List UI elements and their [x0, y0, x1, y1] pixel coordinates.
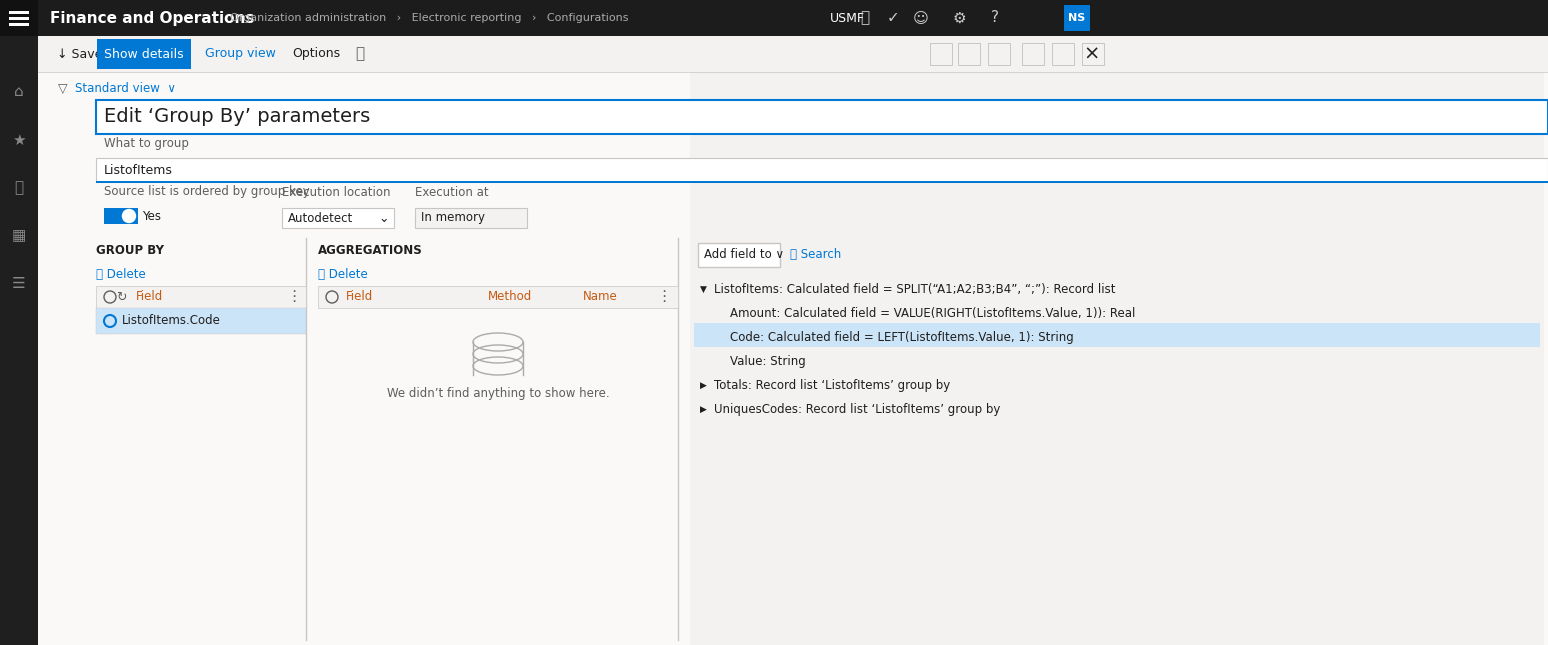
Text: ×: ×	[1084, 45, 1101, 63]
Bar	[0, 0, 39, 36]
Text: ▦: ▦	[12, 228, 26, 244]
Text: ⎕ Delete: ⎕ Delete	[96, 268, 146, 281]
Text: ☰: ☰	[12, 277, 26, 292]
Text: ⌄: ⌄	[378, 212, 389, 224]
Text: ⌕: ⌕	[354, 46, 364, 61]
Bar	[96, 100, 1548, 134]
Text: Add field to ∨: Add field to ∨	[704, 248, 785, 261]
Bar	[694, 323, 1540, 347]
Bar	[1022, 43, 1043, 65]
Bar	[39, 36, 1548, 72]
Bar	[317, 286, 678, 308]
Bar	[1063, 5, 1090, 31]
Text: Execution location: Execution location	[282, 186, 390, 199]
Bar	[98, 39, 190, 69]
Text: Execution at: Execution at	[415, 186, 489, 199]
Circle shape	[122, 210, 136, 223]
Text: Yes: Yes	[142, 210, 161, 223]
Text: ⚙: ⚙	[952, 10, 966, 26]
Text: Show details: Show details	[104, 48, 184, 61]
Bar	[96, 286, 307, 308]
Text: UniquesCodes: Record list ‘ListofItems’ group by: UniquesCodes: Record list ‘ListofItems’ …	[714, 402, 1000, 415]
Bar	[104, 208, 138, 224]
Text: AGGREGATIONS: AGGREGATIONS	[317, 244, 423, 257]
Text: ⌂: ⌂	[14, 84, 23, 99]
Text: ▶: ▶	[700, 381, 707, 390]
Bar	[930, 43, 952, 65]
Bar	[958, 43, 980, 65]
Bar	[9, 17, 29, 19]
Bar	[690, 72, 1543, 645]
Bar	[96, 181, 1548, 183]
Text: ⏲: ⏲	[14, 181, 23, 195]
Text: Amount: Calculated field = VALUE(RIGHT(ListofItems.Value, 1)): Real: Amount: Calculated field = VALUE(RIGHT(L…	[731, 306, 1135, 319]
Text: ↻: ↻	[116, 290, 127, 304]
Text: ListofItems: Calculated field = SPLIT(“A1;A2;B3;B4”, “;”): Record list: ListofItems: Calculated field = SPLIT(“A…	[714, 283, 1116, 295]
Text: Field: Field	[347, 290, 373, 304]
Text: Group view: Group view	[204, 48, 276, 61]
Text: ⋮: ⋮	[656, 290, 672, 304]
Text: ☺: ☺	[913, 10, 929, 26]
Text: Source list is ordered by group key: Source list is ordered by group key	[104, 186, 310, 199]
Bar	[1082, 43, 1104, 65]
Text: Method: Method	[488, 290, 533, 304]
Bar	[282, 208, 395, 228]
Text: Standard view  ∨: Standard view ∨	[74, 83, 176, 95]
Text: What to group: What to group	[104, 137, 189, 150]
Text: ✓: ✓	[887, 10, 899, 26]
Text: Organization administration   ›   Electronic reporting   ›   Configurations: Organization administration › Electronic…	[231, 13, 628, 23]
Text: Field: Field	[136, 290, 163, 304]
Bar	[39, 72, 1548, 645]
Text: Edit ‘Group By’ parameters: Edit ‘Group By’ parameters	[104, 108, 370, 126]
Text: Value: String: Value: String	[731, 355, 807, 368]
Text: Autodetect: Autodetect	[288, 212, 353, 224]
Bar	[96, 308, 307, 334]
Text: ★: ★	[12, 132, 26, 148]
Text: Finance and Operations: Finance and Operations	[50, 10, 254, 26]
Text: USMF: USMF	[830, 12, 865, 25]
Bar	[96, 158, 1548, 182]
Bar	[0, 36, 39, 645]
Text: ⌕ Search: ⌕ Search	[789, 248, 841, 261]
Text: We didn’t find anything to show here.: We didn’t find anything to show here.	[387, 388, 610, 401]
Text: NS: NS	[1068, 13, 1085, 23]
Text: In memory: In memory	[421, 212, 485, 224]
Text: ⎕ Delete: ⎕ Delete	[317, 268, 368, 281]
Text: ListofItems: ListofItems	[104, 163, 173, 177]
Text: Name: Name	[584, 290, 618, 304]
Text: ▶: ▶	[700, 404, 707, 413]
Text: ▼: ▼	[700, 284, 707, 293]
Bar	[1053, 43, 1074, 65]
Text: Options: Options	[293, 48, 341, 61]
Text: ⌕: ⌕	[861, 10, 870, 26]
Text: Code: Calculated field = LEFT(ListofItems.Value, 1): String: Code: Calculated field = LEFT(ListofItem…	[731, 330, 1074, 344]
Text: ▽: ▽	[57, 83, 68, 95]
Bar	[9, 23, 29, 26]
Text: ListofItems.Code: ListofItems.Code	[122, 315, 221, 328]
Text: ↓ Save: ↓ Save	[57, 48, 102, 61]
Bar	[0, 0, 1548, 36]
Bar	[9, 11, 29, 14]
Bar	[698, 243, 780, 267]
Bar	[415, 208, 526, 228]
Bar	[988, 43, 1009, 65]
Text: ?: ?	[991, 10, 998, 26]
Text: GROUP BY: GROUP BY	[96, 244, 164, 257]
Text: Totals: Record list ‘ListofItems’ group by: Totals: Record list ‘ListofItems’ group …	[714, 379, 950, 392]
Text: ⋮: ⋮	[286, 290, 302, 304]
